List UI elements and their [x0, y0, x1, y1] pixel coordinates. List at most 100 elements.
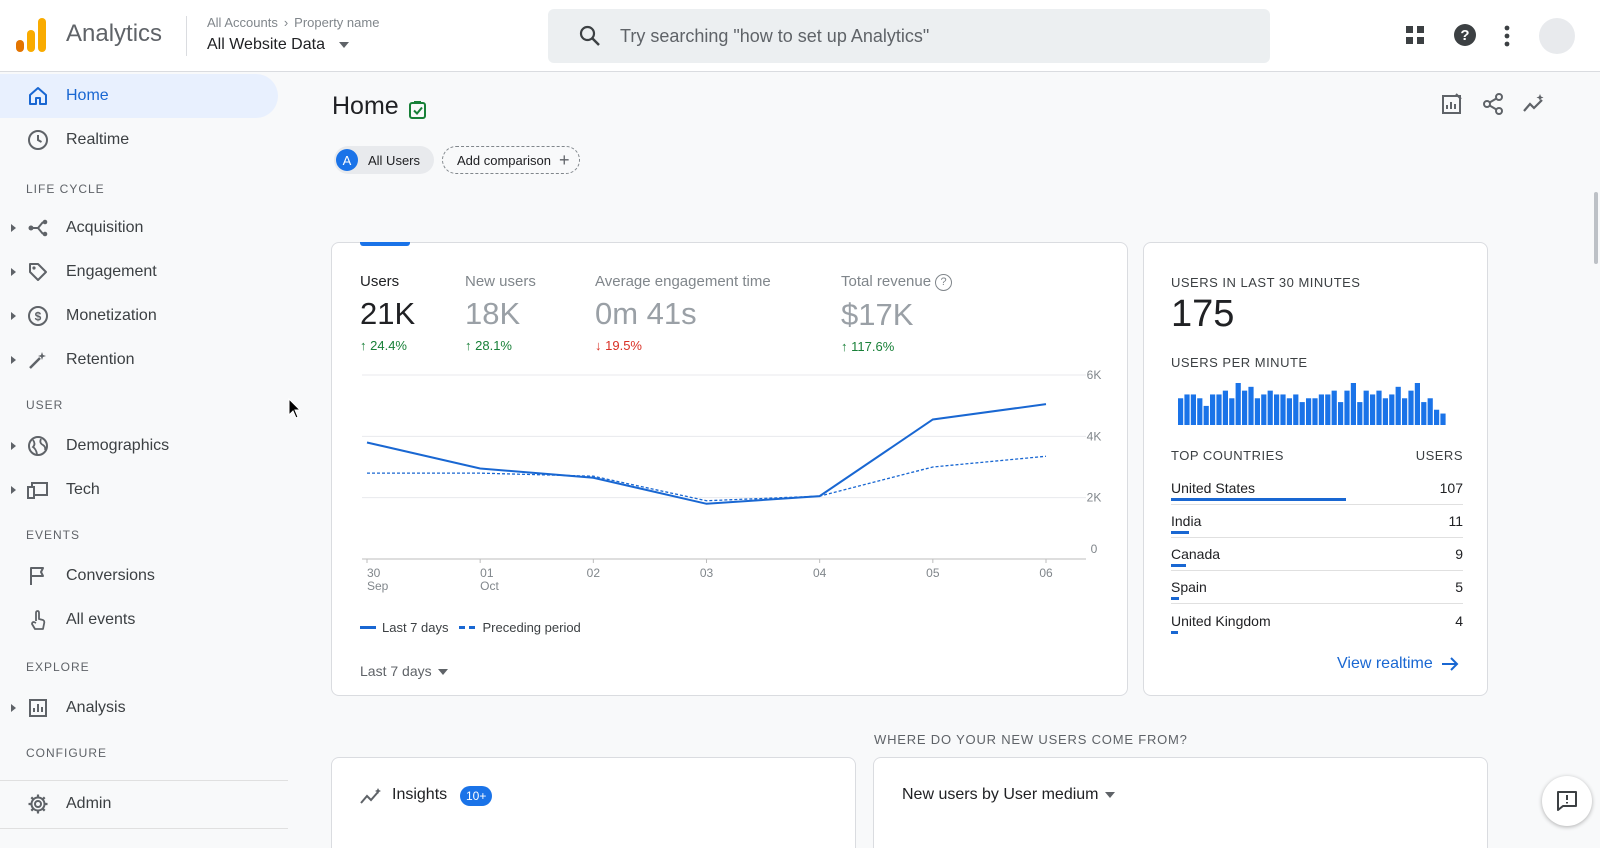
per-minute-bar [1350, 383, 1356, 425]
nav-demographics[interactable]: Demographics [0, 424, 278, 468]
per-minute-bar [1261, 394, 1267, 425]
search-input[interactable]: Try searching "how to set up Analytics" [548, 9, 1270, 63]
breadcrumb-account[interactable]: All Accounts [207, 15, 278, 30]
expand-arrow-icon[interactable] [11, 442, 16, 450]
nav-retention[interactable]: Retention [0, 338, 278, 382]
metric-tab-users[interactable]: Users 21K ↑ 24.4% [360, 273, 415, 353]
per-minute-bar [1222, 390, 1228, 425]
country-row[interactable]: Spain 5 [1171, 571, 1463, 604]
customize-report-icon[interactable] [1440, 92, 1464, 116]
legend-solid-swatch [360, 626, 376, 629]
country-name: United States [1171, 480, 1256, 496]
per-minute-bar [1254, 398, 1260, 425]
x-tick-sublabel: Oct [480, 579, 499, 593]
analytics-logo-icon[interactable] [16, 18, 48, 52]
comparison-badge: A [336, 149, 358, 171]
nav-engagement[interactable]: Engagement [0, 250, 278, 294]
per-minute-bar [1210, 394, 1216, 425]
nav-acquisition[interactable]: Acquisition [0, 206, 278, 250]
app-title: Analytics [66, 20, 163, 47]
realtime-heading: USERS IN LAST 30 MINUTES [1171, 275, 1361, 290]
y-tick-label: 2K [1087, 491, 1102, 505]
insights-sparkle-icon[interactable] [1522, 92, 1546, 116]
nav-engagement-label: Engagement [66, 263, 157, 280]
breadcrumb[interactable]: All Accounts › Property name [207, 15, 379, 30]
expand-arrow-icon[interactable] [11, 312, 16, 320]
nav-admin[interactable]: Admin [0, 782, 278, 826]
per-minute-bar [1344, 390, 1350, 425]
apps-grid-icon[interactable] [1405, 25, 1425, 45]
nav-monetization[interactable]: $ Monetization [0, 294, 278, 338]
country-row[interactable]: United States 107 [1171, 472, 1463, 505]
nav-home[interactable]: Home [0, 74, 278, 118]
new-users-dimension-dropdown[interactable]: New users by User medium [902, 786, 1115, 804]
country-row[interactable]: United Kingdom 4 [1171, 604, 1463, 637]
top-countries-table: TOP COUNTRIES USERS United States 107 Indi… [1171, 448, 1463, 637]
metric-tab-engagement-time[interactable]: Average engagement time 0m 41s ↓ 19.5% [595, 273, 771, 353]
metric-delta-value: 28.1% [475, 338, 512, 353]
expand-arrow-icon[interactable] [11, 224, 16, 232]
country-row[interactable]: India 11 [1171, 505, 1463, 538]
per-minute-bar [1331, 390, 1337, 425]
nav-conversions-label: Conversions [66, 567, 155, 584]
per-minute-bar [1197, 398, 1203, 425]
per-minute-bar [1338, 402, 1344, 425]
feedback-icon [1557, 791, 1577, 811]
page-title: Home [332, 92, 399, 120]
more-vert-icon[interactable] [1503, 24, 1511, 48]
nav-realtime[interactable]: Realtime [0, 118, 278, 162]
metric-delta: ↑ 24.4% [360, 338, 415, 353]
feedback-button[interactable] [1542, 776, 1592, 826]
nav-admin-label: Admin [66, 795, 112, 812]
section-heading-where-users-come-from: WHERE DO YOUR NEW USERS COME FROM? [874, 732, 1188, 747]
per-minute-bar [1363, 390, 1369, 425]
nav-all-events[interactable]: All events [0, 598, 278, 642]
left-nav: Home Realtime LIFE CYCLE Acquisition Eng… [0, 72, 290, 848]
per-minute-bar [1357, 402, 1363, 425]
per-minute-bar [1382, 398, 1388, 425]
metric-value: 18K [465, 296, 521, 331]
analysis-icon [29, 699, 47, 717]
share-icon[interactable] [1481, 92, 1505, 116]
metric-delta-value: 117.6% [851, 338, 895, 354]
nav-conversions[interactable]: Conversions [0, 554, 278, 598]
add-comparison-button[interactable]: Add comparison + [442, 146, 581, 174]
per-minute-bar [1203, 405, 1209, 425]
help-icon[interactable]: ? [1453, 23, 1477, 47]
view-realtime-link[interactable]: View realtime [1337, 655, 1459, 673]
nav-tech-label: Tech [66, 481, 100, 498]
scrollbar-thumb[interactable] [1594, 192, 1598, 264]
x-tick-label: 05 [926, 566, 940, 580]
per-minute-bar [1184, 394, 1190, 425]
clock-icon [28, 130, 48, 150]
expand-arrow-icon[interactable] [11, 704, 16, 712]
sidebar-divider [0, 780, 288, 781]
per-minute-bar [1414, 383, 1420, 425]
metric-delta: ↑ 28.1% [465, 338, 536, 353]
avatar[interactable] [1539, 18, 1575, 54]
country-row[interactable]: Canada 9 [1171, 538, 1463, 571]
help-circle-icon[interactable]: ? [935, 273, 953, 291]
metric-tab-new-users[interactable]: New users 18K ↑ 28.1% [465, 273, 536, 353]
per-minute-bar [1395, 386, 1401, 425]
nav-all-events-label: All events [66, 611, 136, 628]
comparison-chip-all-users[interactable]: A All Users [334, 146, 435, 174]
x-tick-sublabel: Sep [367, 579, 389, 593]
breadcrumb-property[interactable]: Property name [294, 15, 380, 30]
active-tab-indicator [360, 242, 410, 246]
date-range-dropdown[interactable]: Last 7 days [360, 663, 448, 679]
per-minute-bar [1421, 402, 1427, 425]
chevron-down-icon [437, 669, 448, 676]
expand-arrow-icon[interactable] [11, 356, 16, 364]
per-minute-bar [1312, 398, 1318, 425]
users-per-minute-heading: USERS PER MINUTE [1171, 355, 1308, 370]
x-tick-label: 03 [700, 566, 714, 580]
metric-tab-total-revenue[interactable]: Total revenue? $17K ↑ 117.6% [841, 273, 953, 354]
property-selector[interactable]: All Website Data [207, 36, 349, 54]
expand-arrow-icon[interactable] [11, 268, 16, 276]
per-minute-bar [1370, 394, 1376, 425]
nav-tech[interactable]: Tech [0, 468, 278, 512]
per-minute-bar [1293, 394, 1299, 425]
expand-arrow-icon[interactable] [11, 486, 16, 494]
nav-analysis[interactable]: Analysis [0, 686, 278, 730]
